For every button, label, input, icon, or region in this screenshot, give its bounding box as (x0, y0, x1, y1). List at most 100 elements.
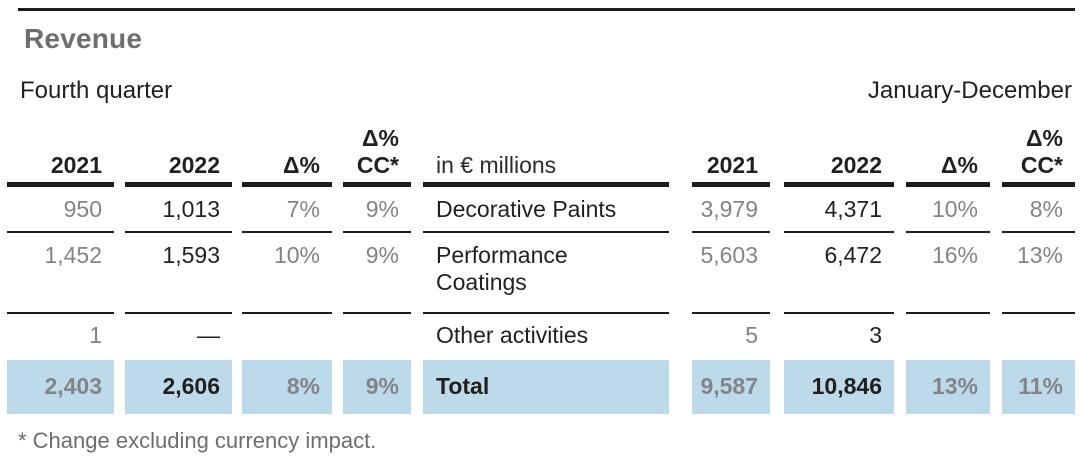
header-row: 2021 2022 Δ% Δ% CC* in € millions 2021 2… (7, 113, 1080, 187)
table-cell: 5 (745, 322, 758, 348)
column-gap (232, 314, 242, 360)
column-gap (894, 314, 906, 360)
column-gap (411, 360, 423, 414)
column-gap (332, 360, 343, 414)
header-q4-delta: Δ% (242, 113, 332, 187)
table-cell: 2,403 (7, 360, 114, 414)
table-cell: 13% (1002, 233, 1075, 314)
table-cell: 10,846 (784, 360, 894, 414)
table-cell (343, 314, 411, 360)
row-label: Other activities (436, 322, 589, 348)
row-label: Performance Coatings (423, 233, 669, 314)
table-row-performance-coatings: 1,452 1,593 10% 9% Performance Coatings … (7, 233, 1080, 314)
header-q4-2022: 2022 (125, 113, 232, 187)
left-period-label: Fourth quarter (20, 77, 173, 104)
row-label: Decorative Paints (423, 187, 669, 233)
table-cell: 950 (7, 187, 114, 233)
column-gap (770, 187, 784, 233)
column-gap (669, 314, 692, 360)
table-cell: 8% (242, 360, 332, 414)
table-cell: 7% (242, 187, 332, 233)
table-cell (906, 314, 990, 360)
table-cell: — (197, 322, 220, 348)
column-gap (669, 233, 692, 314)
column-gap (232, 360, 242, 414)
table-cell: 10% (242, 233, 332, 314)
row-label: Total (423, 360, 669, 414)
column-gap (770, 233, 784, 314)
table-cell: 1,452 (7, 233, 114, 314)
table-cell: 6,472 (784, 233, 894, 314)
table-row-total: 2,403 2,606 8% 9% Total 9,587 10,846 13%… (7, 360, 1080, 414)
column-gap (990, 360, 1002, 414)
table-cell: 16% (906, 233, 990, 314)
table-cell: 2,606 (125, 360, 232, 414)
header-fy-delta: Δ% (906, 113, 990, 187)
column-gap (411, 187, 423, 233)
footnote: * Change excluding currency impact. (18, 428, 377, 453)
column-gap (669, 113, 692, 187)
column-gap (990, 113, 1002, 187)
table-row-decorative-paints: 950 1,013 7% 9% Decorative Paints 3,979 … (7, 187, 1080, 233)
top-rule (18, 8, 1075, 11)
column-gap (411, 314, 423, 360)
column-gap (232, 113, 242, 187)
header-fy-2021: 2021 (692, 113, 770, 187)
column-gap (232, 233, 242, 314)
column-gap (332, 113, 343, 187)
table-cell: 11% (1002, 360, 1075, 414)
page-title: Revenue (24, 23, 143, 54)
column-gap (332, 314, 343, 360)
column-gap (894, 187, 906, 233)
header-fy-delta-cc: Δ% CC* (1002, 113, 1075, 187)
column-gap (669, 187, 692, 233)
column-gap (332, 187, 343, 233)
header-fy-2022: 2022 (784, 113, 894, 187)
table-cell (242, 314, 332, 360)
header-q4-2021: 2021 (7, 113, 114, 187)
column-gap (990, 314, 1002, 360)
column-gap (114, 187, 125, 233)
table-cell: 8% (1002, 187, 1075, 233)
table-cell: 9% (343, 233, 411, 314)
column-gap (114, 314, 125, 360)
column-gap (114, 360, 125, 414)
table-cell: 1 (89, 322, 102, 348)
table-row-other-activities: 1 — Other activities 5 3 (7, 314, 1080, 360)
header-delta-cc-line1: Δ% (1026, 124, 1063, 151)
column-gap (770, 113, 784, 187)
column-gap (411, 233, 423, 314)
table-cell: 3,979 (692, 187, 770, 233)
table-cell: 5,603 (692, 233, 770, 314)
column-gap (894, 233, 906, 314)
header-delta-cc-line2: CC* (1020, 151, 1063, 178)
table-cell (1002, 314, 1075, 360)
column-gap (114, 113, 125, 187)
table-cell: 1,593 (125, 233, 232, 314)
table-cell: 4,371 (784, 187, 894, 233)
table-cell: 9% (343, 360, 411, 414)
table-cell: 9,587 (692, 360, 770, 414)
column-gap (990, 233, 1002, 314)
table-cell: 13% (906, 360, 990, 414)
header-delta-cc-line2: CC* (356, 151, 399, 178)
column-gap (411, 113, 423, 187)
column-gap (894, 360, 906, 414)
right-period-label: January-December (867, 77, 1072, 104)
column-gap (232, 187, 242, 233)
header-unit-label: in € millions (423, 113, 669, 187)
report-page: Revenue Fourth quarter January-December … (0, 8, 1080, 472)
header-q4-delta-cc: Δ% CC* (343, 113, 411, 187)
column-gap (332, 233, 343, 314)
column-gap (669, 360, 692, 414)
column-gap (114, 233, 125, 314)
column-gap (990, 187, 1002, 233)
column-gap (894, 113, 906, 187)
column-gap (770, 360, 784, 414)
table-cell: 10% (906, 187, 990, 233)
table-cell: 9% (343, 187, 411, 233)
header-delta-cc-line1: Δ% (362, 124, 399, 151)
table-cell: 3 (869, 322, 882, 348)
period-row: Fourth quarter January-December (0, 77, 1080, 105)
table-cell: 1,013 (125, 187, 232, 233)
